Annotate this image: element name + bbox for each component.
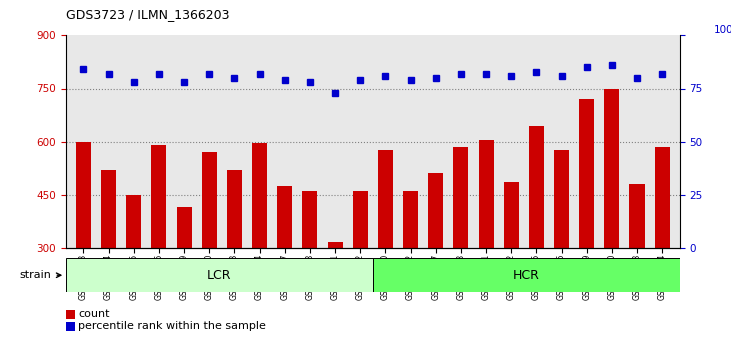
Bar	[629, 184, 645, 354]
Bar	[655, 147, 670, 354]
Bar	[176, 207, 192, 354]
Bar	[378, 150, 393, 354]
Bar	[579, 99, 594, 354]
Bar	[373, 258, 680, 292]
Text: 100%: 100%	[713, 25, 731, 35]
Bar	[327, 242, 343, 354]
Bar	[227, 170, 242, 354]
Bar	[252, 143, 267, 354]
Bar	[529, 126, 544, 354]
Bar	[277, 186, 292, 354]
Bar	[479, 140, 493, 354]
Text: HCR: HCR	[513, 269, 539, 282]
Bar	[151, 145, 167, 354]
Text: strain: strain	[20, 270, 61, 280]
Text: LCR: LCR	[207, 269, 232, 282]
Bar	[352, 191, 368, 354]
Bar	[504, 182, 519, 354]
Bar	[403, 191, 418, 354]
Bar	[126, 195, 141, 354]
Text: percentile rank within the sample: percentile rank within the sample	[78, 321, 266, 331]
Bar	[554, 150, 569, 354]
Bar	[453, 147, 469, 354]
Bar	[605, 88, 619, 354]
Bar	[76, 142, 91, 354]
Bar	[202, 152, 217, 354]
Text: GDS3723 / ILMN_1366203: GDS3723 / ILMN_1366203	[66, 8, 230, 21]
Bar	[101, 170, 116, 354]
Bar	[428, 173, 443, 354]
Text: count: count	[78, 309, 110, 319]
Bar	[303, 191, 317, 354]
Bar	[66, 258, 373, 292]
